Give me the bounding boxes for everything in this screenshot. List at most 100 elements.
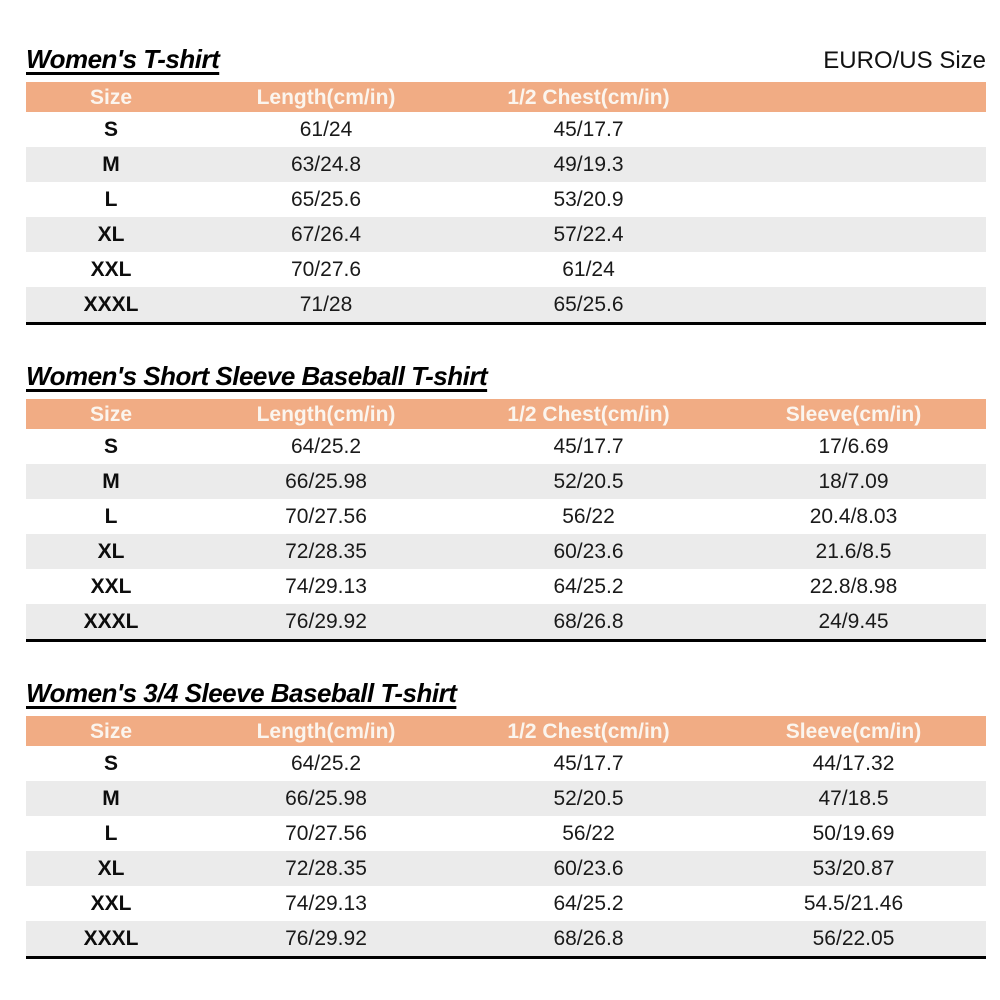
- measurement-cell: 65/25.6: [553, 293, 624, 316]
- table-row: L 65/25.6 53/20.9: [26, 182, 986, 217]
- measurement-cell: 70/27.56: [285, 822, 367, 845]
- table-row: XL 72/28.35 60/23.6 53/20.87: [26, 851, 986, 886]
- size-table-three-quarter-sleeve-baseball: Size Length(cm/in) 1/2 Chest(cm/in) Sleeve(…: [26, 716, 986, 959]
- measurement-cell: 60/23.6: [553, 857, 624, 880]
- size-cell: S: [103, 752, 118, 775]
- column-header: Length(cm/in): [256, 719, 396, 743]
- measurement-cell: 64/25.2: [553, 892, 624, 915]
- column-header: Sleeve(cm/in): [785, 719, 922, 743]
- measurement-cell: 21.6/8.5: [815, 540, 892, 563]
- column-header: 1/2 Chest(cm/in): [507, 402, 670, 426]
- section-header-three-quarter-sleeve-baseball: Women's 3/4 Sleeve Baseball T-shirt: [26, 678, 986, 710]
- section-header-womens-tshirt: Women's T-shirt EURO/US Size: [26, 44, 986, 76]
- size-table-short-sleeve-baseball: Size Length(cm/in) 1/2 Chest(cm/in) Sleeve(…: [26, 399, 986, 642]
- measurement-cell: 70/27.6: [290, 258, 362, 281]
- size-cell: XL: [97, 540, 125, 563]
- size-cell: XL: [97, 223, 125, 246]
- table-row: XXXL 76/29.92 68/26.8 56/22.05: [26, 921, 986, 956]
- measurement-cell: 72/28.35: [285, 857, 367, 880]
- measurement-cell: 20.4/8.03: [809, 505, 898, 528]
- measurement-cell: 52/20.5: [553, 470, 624, 493]
- measurement-cell: 60/23.6: [553, 540, 624, 563]
- table-header-row: Size Length(cm/in) 1/2 Chest(cm/in) Sleeve(…: [26, 716, 986, 746]
- measurement-cell: 64/25.2: [290, 435, 362, 458]
- column-header: Sleeve(cm/in): [785, 402, 922, 426]
- measurement-cell: 45/17.7: [553, 752, 624, 775]
- table-row: M 63/24.8 49/19.3: [26, 147, 986, 182]
- table-row: L 70/27.56 56/22 20.4/8.03: [26, 499, 986, 534]
- measurement-cell: 53/20.87: [812, 857, 895, 880]
- section-header-short-sleeve-baseball: Women's Short Sleeve Baseball T-shirt: [26, 361, 986, 393]
- measurement-cell: 47/18.5: [818, 787, 889, 810]
- column-header: Size: [89, 719, 133, 743]
- table-row: XXL 70/27.6 61/24: [26, 252, 986, 287]
- size-cell: L: [104, 188, 118, 211]
- table-row: XL 72/28.35 60/23.6 21.6/8.5: [26, 534, 986, 569]
- table-row: L 70/27.56 56/22 50/19.69: [26, 816, 986, 851]
- measurement-cell: 17/6.69: [818, 435, 889, 458]
- measurement-cell: 74/29.13: [285, 575, 367, 598]
- size-cell: S: [103, 435, 118, 458]
- table-header-row: Size Length(cm/in) 1/2 Chest(cm/in) Sleeve(…: [26, 399, 986, 429]
- measurement-cell: 67/26.4: [290, 223, 362, 246]
- measurement-cell: 56/22: [562, 505, 615, 528]
- measurement-cell: 52/20.5: [553, 787, 624, 810]
- table-title: Women's 3/4 Sleeve Baseball T-shirt: [26, 678, 457, 708]
- measurement-cell: 72/28.35: [285, 540, 367, 563]
- measurement-cell: 45/17.7: [553, 435, 624, 458]
- size-cell: L: [104, 505, 118, 528]
- size-chart-page: Women's T-shirt EURO/US Size Size Length(…: [26, 0, 986, 959]
- size-cell: S: [103, 118, 118, 141]
- measurement-cell: 54.5/21.46: [803, 892, 904, 915]
- measurement-cell: 68/26.8: [553, 610, 624, 633]
- measurement-cell: 68/26.8: [553, 927, 624, 950]
- table-row: M 66/25.98 52/20.5 47/18.5: [26, 781, 986, 816]
- measurement-cell: 74/29.13: [285, 892, 367, 915]
- measurement-cell: 61/24: [562, 258, 615, 281]
- measurement-cell: 64/25.2: [553, 575, 624, 598]
- column-header: Length(cm/in): [256, 85, 396, 109]
- measurement-cell: 22.8/8.98: [809, 575, 898, 598]
- size-cell: M: [102, 153, 120, 176]
- measurement-cell: 56/22: [562, 822, 615, 845]
- table-row: M 66/25.98 52/20.5 18/7.09: [26, 464, 986, 499]
- measurement-cell: 49/19.3: [553, 153, 624, 176]
- size-cell: XXXL: [83, 293, 139, 316]
- measurement-cell: 57/22.4: [553, 223, 624, 246]
- measurement-cell: 76/29.92: [285, 610, 367, 633]
- table-title: Women's Short Sleeve Baseball T-shirt: [26, 361, 488, 391]
- measurement-cell: 70/27.56: [285, 505, 367, 528]
- size-cell: XXXL: [83, 610, 139, 633]
- size-cell: L: [104, 822, 118, 845]
- measurement-cell: 61/24: [299, 118, 353, 141]
- table-row: XXXL 71/28 65/25.6: [26, 287, 986, 322]
- column-header: 1/2 Chest(cm/in): [507, 85, 670, 109]
- measurement-cell: 24/9.45: [818, 610, 889, 633]
- size-table-womens-tshirt: Size Length(cm/in) 1/2 Chest(cm/in) S 61/24 4…: [26, 82, 986, 325]
- table-row: XXXL 76/29.92 68/26.8 24/9.45: [26, 604, 986, 639]
- size-cell: XXL: [90, 892, 132, 915]
- size-cell: XL: [97, 857, 125, 880]
- column-header: 1/2 Chest(cm/in): [507, 719, 670, 743]
- measurement-cell: 66/25.98: [285, 787, 367, 810]
- measurement-cell: 66/25.98: [285, 470, 367, 493]
- table-header-row: Size Length(cm/in) 1/2 Chest(cm/in): [26, 82, 986, 112]
- table-row: XXL 74/29.13 64/25.2 22.8/8.98: [26, 569, 986, 604]
- measurement-cell: 45/17.7: [553, 118, 624, 141]
- measurement-cell: 18/7.09: [818, 470, 889, 493]
- table-row: S 61/24 45/17.7: [26, 112, 986, 147]
- table-row: XL 67/26.4 57/22.4: [26, 217, 986, 252]
- measurement-cell: 76/29.92: [285, 927, 367, 950]
- table-row: S 64/25.2 45/17.7 44/17.32: [26, 746, 986, 781]
- size-cell: M: [102, 470, 120, 493]
- table-title: Women's T-shirt: [26, 44, 220, 74]
- size-cell: XXL: [90, 575, 132, 598]
- table-row: S 64/25.2 45/17.7 17/6.69: [26, 429, 986, 464]
- measurement-cell: 65/25.6: [290, 188, 362, 211]
- size-cell: XXXL: [83, 927, 139, 950]
- size-cell: XXL: [90, 258, 132, 281]
- table-row: XXL 74/29.13 64/25.2 54.5/21.46: [26, 886, 986, 921]
- measurement-cell: 63/24.8: [290, 153, 362, 176]
- measurement-cell: 64/25.2: [290, 752, 362, 775]
- column-header: Length(cm/in): [256, 402, 396, 426]
